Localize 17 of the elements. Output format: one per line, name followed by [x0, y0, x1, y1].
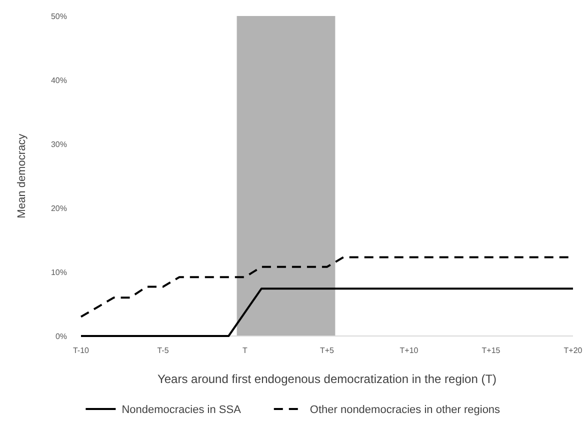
legend-label: Nondemocracies in SSA: [122, 404, 242, 416]
x-tick-label: T-10: [72, 346, 90, 355]
x-tick-label: T: [242, 346, 248, 355]
y-tick-label: 20%: [50, 204, 67, 213]
x-axis-title: Years around first endogenous democratization in the region (T): [157, 372, 497, 386]
x-tick-label: T+20: [564, 346, 583, 355]
y-tick-label: 50%: [50, 12, 67, 21]
y-tick-label: 30%: [50, 140, 67, 149]
y-tick-label: 10%: [50, 268, 67, 277]
y-axis-title: Mean democracy: [16, 133, 28, 218]
x-tick-label: T-5: [157, 346, 170, 355]
y-tick-label: 0%: [55, 332, 67, 341]
legend-label: Other nondemocracies in other regions: [310, 404, 501, 416]
x-tick-label: T+10: [400, 346, 419, 355]
x-tick-label: T+5: [320, 346, 335, 355]
x-tick-label: T+15: [482, 346, 501, 355]
y-tick-label: 40%: [50, 76, 67, 85]
